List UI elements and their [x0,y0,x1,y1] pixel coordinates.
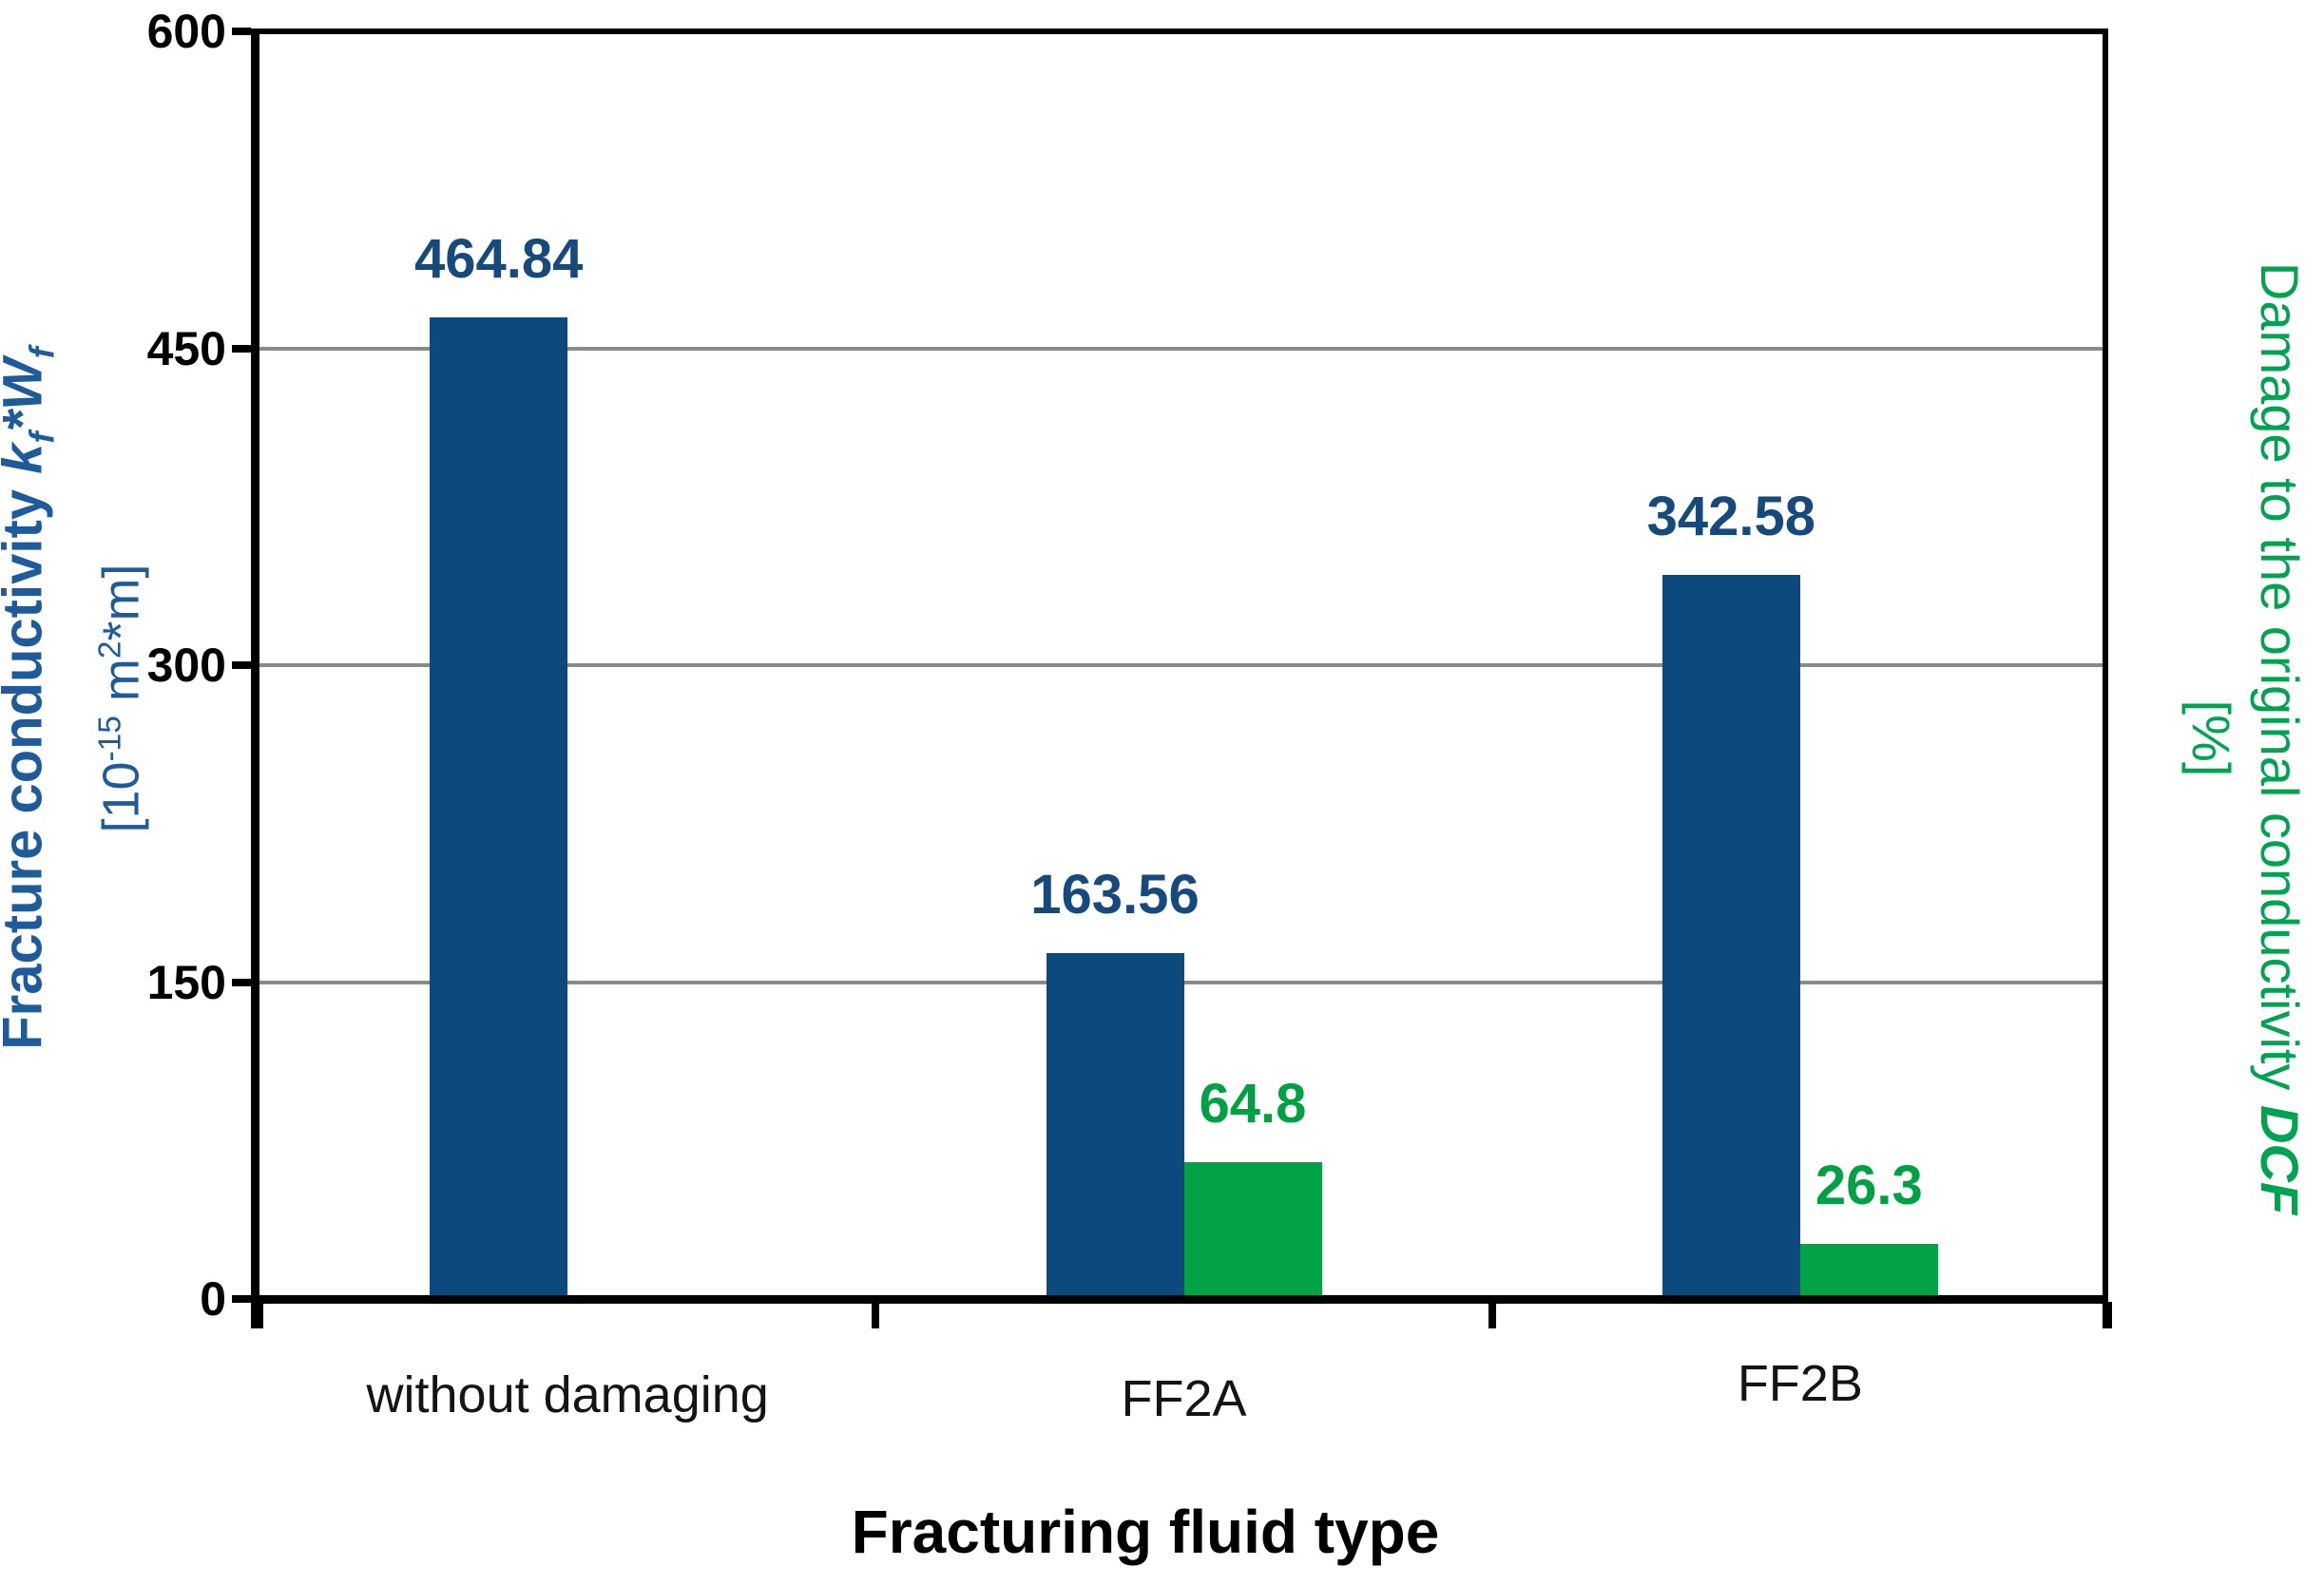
y-left-unit-close: *m] [92,563,150,641]
x-tick-2 [1488,1302,1496,1328]
y-axis-title-right: Damage to the original conductivity DCF … [2177,262,2314,1214]
x-tick-3 [2104,1302,2112,1328]
y-tick-label-450: 450 [146,321,226,375]
plot-area: 464.84 163.56 64.8 342.58 26.3 [259,31,2108,1299]
y-tick-0 [232,1295,251,1303]
y-tick-450 [232,344,251,353]
y-tick-label-300: 300 [146,639,226,692]
value-label-green-1: 64.8 [1199,1072,1307,1135]
x-axis-line [251,1295,2108,1304]
gridline-150 [259,980,2108,984]
right-frame-line [2103,29,2108,1328]
y-left-unit-exp: -15 [92,716,128,762]
bar-green-2 [1799,1243,1938,1299]
y-tick-150 [232,978,251,986]
gridline-450 [259,346,2108,351]
bar-green-1 [1183,1161,1322,1299]
y-tick-label-150: 150 [146,955,226,1009]
y-tick-label-0: 0 [200,1272,226,1326]
y-right-title-text: Damage to the original conductivity [2250,261,2310,1091]
y-tick-300 [232,661,251,669]
bar-blue-1 [1046,953,1184,1299]
y-axis-title-left-line1: Fracture conductivity kf*Wf [0,347,76,1050]
category-label-1: FF2A [1121,1370,1247,1427]
value-label-green-2: 26.3 [1815,1154,1923,1216]
y-axis-title-right-unit: [%] [2181,699,2241,777]
y-right-var-dcf: DCF [2250,1105,2310,1215]
value-label-blue-1: 163.56 [1030,864,1200,926]
gridline-300 [259,663,2108,667]
bar-blue-0 [430,316,568,1299]
y-left-unit-open: [10 [92,761,150,833]
top-frame-line [251,29,2108,34]
y-tick-600 [232,28,251,35]
y-axis-title-right-line1: Damage to the original conductivity DCF [2245,262,2314,1214]
value-label-blue-0: 464.84 [413,227,584,290]
y-axis-line [251,29,259,1328]
y-tick-label-600: 600 [146,5,226,58]
x-tick-0 [256,1302,263,1328]
y-left-var-k: k [0,444,54,474]
category-label-0: without damaging [366,1366,769,1423]
x-axis-title: Fracturing fluid type [851,1498,1440,1566]
y-axis-title-left-unit: [10-15 m2*m] [76,347,155,1050]
y-left-var-k-sub: f [22,431,62,444]
bar-blue-2 [1661,575,1800,1299]
x-tick-1 [872,1302,880,1328]
value-label-blue-2: 342.58 [1646,486,1816,548]
category-label-2: FF2B [1737,1355,1863,1412]
y-axis-title-left: Fracture conductivity kf*Wf [10-15 m2*m] [0,347,155,1050]
